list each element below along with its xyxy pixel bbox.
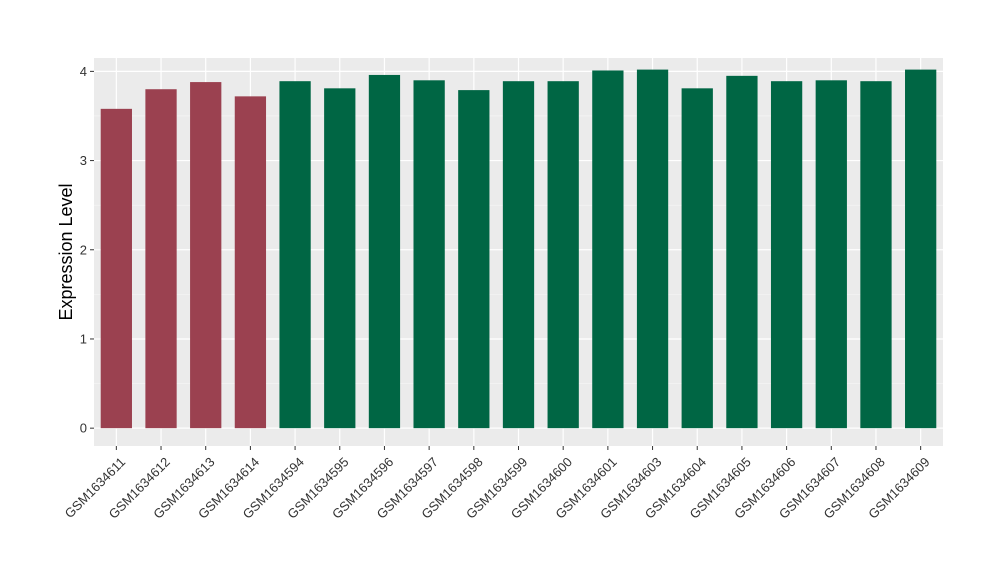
bar [145, 89, 177, 429]
bar [413, 80, 445, 429]
y-tick-label: 3 [80, 153, 87, 168]
bar [726, 75, 758, 429]
bar [547, 81, 579, 429]
y-tick-label: 4 [80, 64, 87, 79]
bar [458, 90, 490, 429]
bar [636, 69, 669, 429]
bar [190, 82, 222, 429]
bar [681, 88, 713, 429]
x-axis: GSM1634611GSM1634612GSM1634613GSM1634614… [62, 446, 933, 522]
bar [592, 70, 624, 429]
bar [770, 81, 803, 429]
y-axis: 0 1 2 3 4 [80, 64, 94, 436]
bars [100, 69, 937, 429]
bar [905, 69, 937, 429]
y-tick-label: 0 [80, 421, 87, 436]
bar [324, 88, 356, 429]
y-tick-label: 1 [80, 331, 87, 346]
bar [234, 96, 267, 429]
bar [279, 81, 311, 429]
y-axis-title: Expression Level [56, 183, 76, 320]
bar [368, 74, 401, 429]
bar [100, 108, 132, 429]
bar [860, 81, 892, 429]
bar [502, 81, 535, 429]
y-tick-label: 2 [80, 242, 87, 257]
bar [815, 80, 847, 429]
